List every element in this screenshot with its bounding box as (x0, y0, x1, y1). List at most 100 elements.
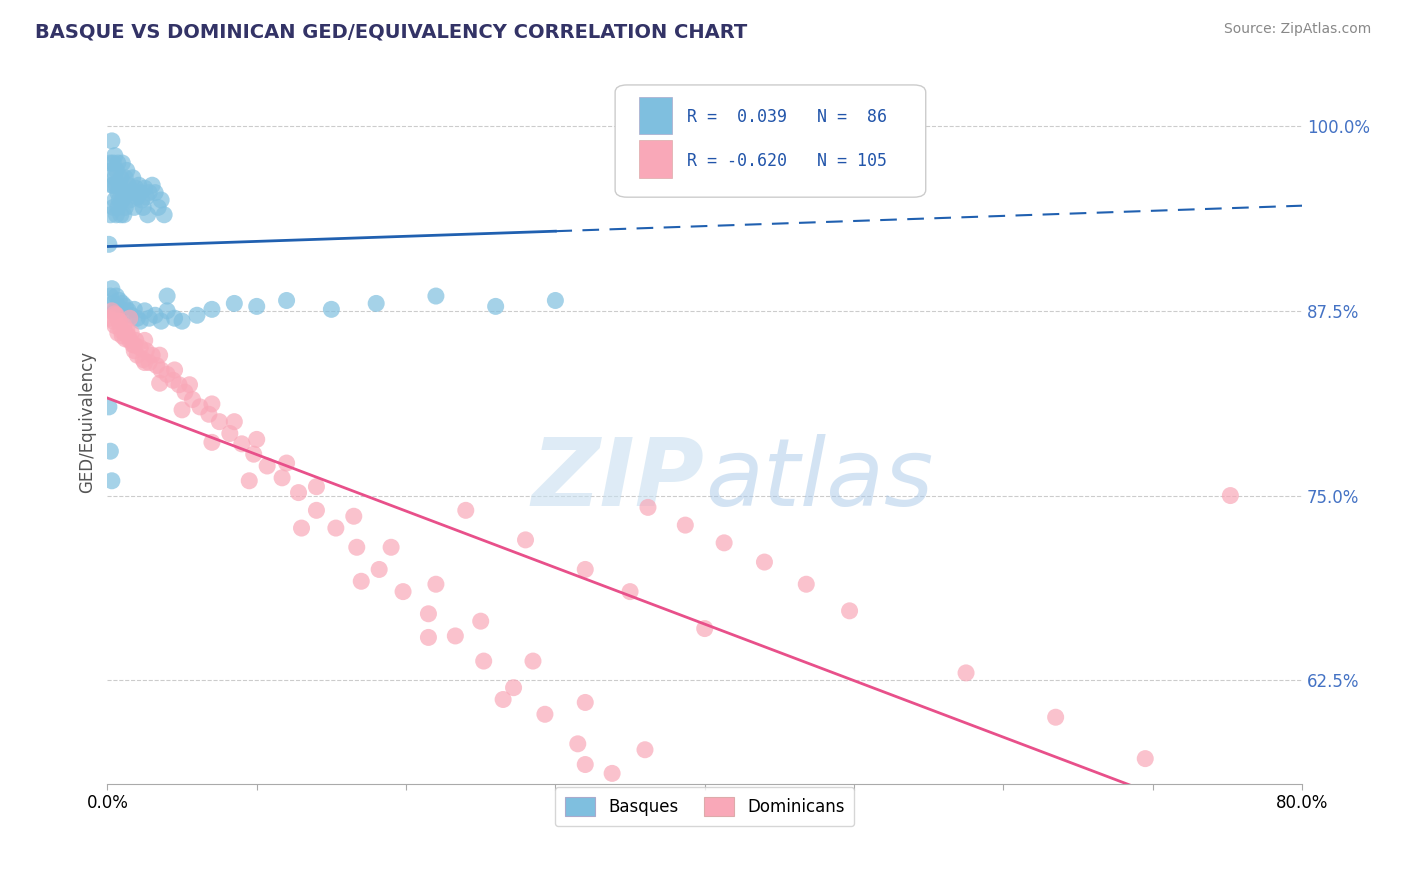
Point (98, 289, 121, 303)
Point (101, 134, 124, 148)
Point (111, 296, 134, 310)
FancyBboxPatch shape (638, 140, 672, 178)
Point (492, 692, 515, 706)
Point (574, 757, 596, 772)
Point (108, 314, 131, 328)
Point (114, 170, 136, 185)
Point (104, 303, 127, 318)
Point (574, 562, 596, 576)
Point (141, 348, 163, 362)
Point (112, 318, 135, 333)
Point (174, 385, 197, 400)
Point (122, 302, 145, 317)
Point (111, 329, 134, 343)
Point (1135, 751, 1157, 765)
Legend: Basques, Dominicans: Basques, Dominicans (555, 787, 855, 826)
Point (103, 200, 125, 214)
Point (170, 314, 193, 328)
Point (114, 332, 136, 346)
Point (110, 170, 132, 185)
Point (574, 696, 596, 710)
Text: Source: ZipAtlas.com: Source: ZipAtlas.com (1223, 22, 1371, 37)
FancyBboxPatch shape (638, 96, 672, 134)
Point (129, 186, 152, 200)
Point (201, 435, 224, 450)
Point (127, 348, 149, 362)
Point (111, 193, 134, 207)
Point (693, 622, 716, 636)
Point (754, 555, 776, 569)
Point (101, 474, 124, 488)
Point (132, 352, 155, 367)
Point (321, 302, 343, 317)
FancyBboxPatch shape (614, 85, 925, 197)
Point (380, 541, 402, 555)
Point (107, 200, 129, 214)
Point (135, 343, 157, 358)
Point (567, 737, 589, 751)
Point (143, 186, 166, 200)
Point (101, 303, 124, 318)
Point (129, 314, 152, 328)
Point (156, 368, 179, 382)
Point (813, 872, 835, 887)
Point (838, 604, 860, 618)
Point (305, 480, 328, 494)
Point (472, 654, 495, 668)
Point (149, 376, 172, 391)
Point (1219, 489, 1241, 503)
Point (121, 170, 143, 185)
Point (754, 831, 776, 846)
Point (122, 343, 145, 358)
Point (156, 303, 179, 318)
Point (224, 415, 246, 429)
Point (127, 190, 149, 204)
Point (346, 541, 368, 555)
Point (146, 200, 169, 214)
Point (600, 766, 623, 780)
Point (104, 193, 127, 207)
Point (105, 289, 128, 303)
Point (134, 181, 156, 195)
Point (444, 629, 467, 643)
Point (103, 314, 125, 328)
Point (129, 341, 152, 355)
Point (231, 437, 253, 451)
Point (418, 607, 440, 621)
Point (98, 311, 121, 326)
Text: atlas: atlas (704, 434, 934, 525)
Point (114, 299, 136, 313)
Point (198, 407, 221, 421)
Point (104, 170, 127, 185)
Point (425, 289, 447, 303)
Point (794, 577, 817, 591)
Point (117, 303, 139, 318)
Point (111, 156, 134, 170)
Point (634, 743, 657, 757)
Point (673, 518, 696, 533)
Point (110, 302, 132, 317)
Point (1045, 710, 1067, 724)
Text: R =  0.039   N =  86: R = 0.039 N = 86 (686, 108, 887, 126)
Point (290, 521, 312, 535)
Point (693, 787, 716, 801)
Point (136, 208, 159, 222)
Point (713, 536, 735, 550)
Point (181, 392, 204, 407)
Point (122, 200, 145, 214)
Point (366, 296, 388, 310)
Point (188, 400, 211, 414)
Point (103, 296, 125, 310)
Text: R = -0.620   N = 105: R = -0.620 N = 105 (686, 152, 887, 169)
Point (128, 178, 150, 193)
Point (515, 533, 537, 547)
Point (276, 456, 298, 470)
Point (170, 402, 193, 417)
Point (131, 193, 153, 207)
Point (201, 397, 224, 411)
Point (162, 373, 184, 387)
Point (125, 334, 148, 348)
Point (108, 178, 131, 193)
Point (98, 444, 121, 458)
Point (105, 208, 128, 222)
